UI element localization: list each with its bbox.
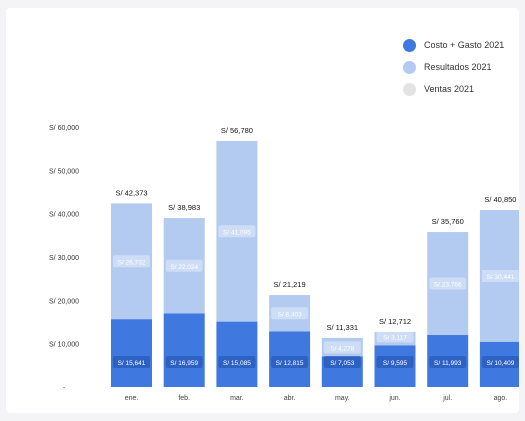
bar-segment-resultados	[374, 331, 416, 346]
legend-item-ventas: Ventas 2021	[403, 78, 504, 100]
bar-segment-resultados	[269, 295, 311, 332]
legend-swatch-costo-gasto	[403, 38, 416, 52]
data-label-ventas: S/ 40,850	[484, 195, 516, 204]
data-label-ventas: S/ 21,219	[274, 280, 306, 289]
y-tick-label: S/ 40,000	[49, 212, 79, 219]
legend: Costo + Gasto 2021 Resultados 2021 Venta…	[403, 34, 504, 100]
bar-segment-resultados	[111, 203, 152, 320]
bar-segment-resultados	[427, 232, 469, 336]
y-tick-label: S/ 10,000	[49, 342, 79, 349]
y-tick-label: S/ 20,000	[49, 298, 79, 305]
y-tick-label: S/ 50,000	[49, 168, 79, 175]
data-label-badge-costo-gasto	[323, 356, 361, 368]
bar-segment-costo-gasto	[216, 321, 258, 387]
data-label-costo-gasto: S/ 11,993	[434, 360, 462, 367]
data-label-badge-costo-gasto	[271, 356, 309, 368]
data-label-badge-resultados	[218, 225, 256, 238]
x-tick-label: may.	[335, 395, 350, 402]
legend-swatch-resultados	[403, 60, 416, 74]
bar-segment-resultados	[216, 140, 258, 322]
data-label-resultados: S/ 30,441	[486, 274, 514, 281]
y-tick-label: S/ 30,000	[49, 255, 79, 262]
x-tick-label: mar.	[230, 395, 244, 402]
x-tick-label: ene.	[125, 395, 139, 402]
stacked-bar-chart: - S/ 10,000 S/ 20,000 S/ 30,000 S/ 40,000 S/ …	[49, 125, 519, 402]
legend-label-resultados: Resultados 2021	[424, 62, 492, 72]
data-label-badge-costo-gasto	[481, 356, 519, 368]
data-label-resultados: S/ 8,403	[277, 311, 302, 318]
data-label-badge-resultados	[165, 259, 203, 272]
data-label-ventas: S/ 35,760	[432, 217, 464, 226]
data-label-badge-resultados	[271, 307, 309, 320]
x-tick-label: jul.	[442, 395, 452, 402]
legend-item-costo-gasto: Costo + Gasto 2021	[403, 34, 504, 56]
data-label-ventas: S/ 38,983	[168, 203, 200, 212]
legend-item-resultados: Resultados 2021	[403, 56, 504, 78]
legend-label-ventas: Ventas 2021	[424, 84, 475, 94]
data-label-costo-gasto: S/ 15,085	[223, 360, 251, 367]
data-label-badge-resultados	[429, 277, 467, 290]
data-label-badge-costo-gasto	[218, 356, 256, 368]
data-label-ventas: S/ 12,712	[379, 317, 411, 326]
bar-segment-resultados	[479, 209, 519, 342]
data-label-badge-costo-gasto	[376, 356, 414, 368]
x-tick-label: feb.	[178, 395, 190, 402]
data-label-badge-resultados	[481, 269, 519, 282]
data-label-resultados: S/ 26,732	[118, 259, 146, 266]
data-label-ventas: S/ 56,780	[221, 126, 253, 135]
data-label-badge-resultados	[376, 330, 414, 343]
y-tick-label: S/ 60,000	[49, 125, 79, 132]
data-label-ventas: S/ 42,373	[115, 188, 147, 197]
legend-swatch-ventas	[403, 82, 416, 96]
bar-segment-costo-gasto	[163, 313, 205, 387]
data-label-costo-gasto: S/ 10,409	[486, 360, 514, 367]
bar-segment-resultados	[321, 337, 363, 357]
x-tick-label: ago.	[494, 395, 508, 402]
data-label-badge-resultados	[113, 255, 150, 268]
data-label-costo-gasto: S/ 12,815	[276, 360, 304, 367]
data-label-costo-gasto: S/ 7,053	[330, 360, 355, 367]
data-label-resultados: S/ 4,278	[330, 345, 355, 352]
y-tick-label: -	[63, 385, 66, 392]
data-label-badge-resultados	[323, 341, 361, 354]
data-label-badge-costo-gasto	[165, 356, 203, 368]
bar-segment-costo-gasto	[111, 319, 152, 387]
data-label-ventas: S/ 11,331	[327, 323, 359, 332]
data-label-resultados: S/ 23,766	[434, 282, 462, 289]
data-label-costo-gasto: S/ 9,595	[383, 360, 408, 367]
chart-card: - S/ 10,000 S/ 20,000 S/ 30,000 S/ 40,000 S/ …	[6, 8, 519, 413]
data-label-resultados: S/ 3,117	[383, 334, 407, 341]
x-tick-label: jun.	[388, 395, 400, 402]
legend-label-costo-gasto: Costo + Gasto 2021	[424, 40, 505, 50]
x-tick-label: abr.	[284, 395, 296, 402]
data-label-resultados: S/ 41,095	[223, 229, 251, 236]
data-label-costo-gasto: S/ 16,959	[170, 360, 198, 367]
data-label-badge-costo-gasto	[429, 356, 467, 368]
data-label-resultados: S/ 22,024	[170, 264, 198, 271]
bar-segment-resultados	[163, 218, 205, 314]
data-label-badge-costo-gasto	[113, 356, 150, 368]
data-label-costo-gasto: S/ 15,641	[118, 360, 146, 367]
